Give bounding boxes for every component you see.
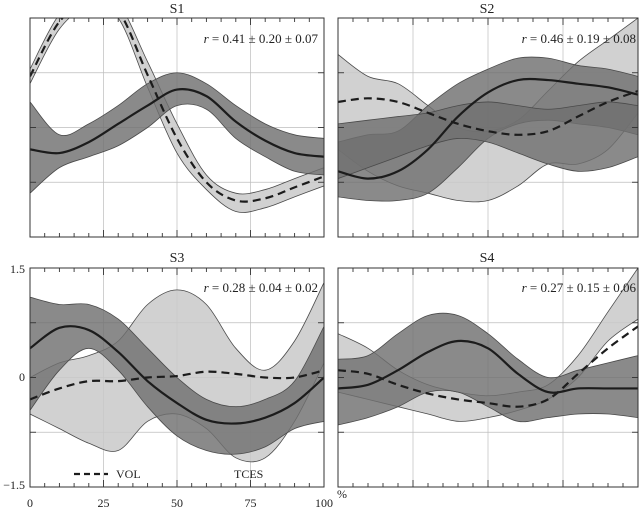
series-vol-s1 — [30, 18, 324, 203]
correlation-symbol-s1: r — [204, 31, 210, 46]
series-tces-s3 — [30, 325, 324, 425]
y-tick-label-bottom: −1.5 — [3, 478, 25, 492]
series-tces-s2 — [338, 77, 638, 180]
ticks-s1 — [29, 17, 325, 238]
correlation-value-s3: = 0.28 ± 0.04 ± 0.02 — [209, 280, 318, 295]
plot-s3 — [30, 282, 324, 463]
x-tick-label-100: 100 — [315, 496, 333, 510]
series-tces-s1 — [30, 88, 324, 158]
ticks-s2 — [337, 17, 639, 238]
series-tces-s4 — [338, 339, 638, 394]
correlation-symbol-s3: r — [204, 280, 210, 295]
y-tick-label-zero: 0 — [19, 370, 25, 384]
plot-s4 — [338, 268, 638, 426]
band-s1-0 — [30, 18, 324, 213]
panel-title-s1: S1 — [170, 2, 185, 17]
panel-s1: S1 r = 0.41 ± 0.20 ± 0.07 — [29, 2, 325, 238]
correlation-label-s4: r = 0.27 ± 0.15 ± 0.06 — [522, 280, 637, 295]
panel-s3: S3 r = 0.28 ± 0.04 ± 0.02 1.5 0 −1.5 0 2… — [3, 251, 347, 510]
x-tick-label-50: 50 — [171, 496, 183, 510]
ticks-s3 — [29, 267, 325, 488]
legend-vol-label: VOL — [116, 467, 141, 481]
correlation-value-s1: = 0.41 ± 0.20 ± 0.07 — [209, 31, 319, 46]
band-s3-1 — [30, 296, 324, 455]
y-tick-label-top: 1.5 — [10, 262, 25, 276]
panel-title-s3: S3 — [170, 251, 185, 266]
correlation-symbol-s4: r — [522, 280, 528, 295]
legend: VOL TCES — [74, 467, 263, 481]
correlation-symbol-s2: r — [522, 31, 528, 46]
plot-s1 — [30, 18, 324, 213]
x-tick-label-75: 75 — [245, 496, 257, 510]
correlation-label-s3: r = 0.28 ± 0.04 ± 0.02 — [204, 280, 318, 295]
panel-title-s4: S4 — [480, 251, 495, 266]
panel-s4: S4 r = 0.27 ± 0.15 ± 0.06 — [337, 251, 639, 488]
x-unit-label: % — [337, 487, 347, 501]
panel-title-s2: S2 — [480, 2, 495, 17]
series-vol-s3 — [30, 369, 324, 401]
correlation-value-s2: = 0.46 ± 0.19 ± 0.08 — [527, 31, 636, 46]
correlation-label-s1: r = 0.41 ± 0.20 ± 0.07 — [204, 31, 319, 46]
panel-s2: S2 r = 0.46 ± 0.19 ± 0.08 — [337, 2, 639, 238]
correlation-label-s2: r = 0.46 ± 0.19 ± 0.08 — [522, 31, 636, 46]
ticks-s4 — [337, 267, 639, 488]
band-s1-1 — [30, 72, 324, 194]
x-tick-label-0: 0 — [27, 496, 33, 510]
series-vol-s4 — [338, 325, 638, 408]
plot-s2 — [338, 18, 638, 203]
band-s4-1 — [338, 312, 638, 426]
x-tick-label-25: 25 — [98, 496, 110, 510]
legend-tces-label: TCES — [234, 467, 263, 481]
correlation-value-s4: = 0.27 ± 0.15 ± 0.06 — [527, 280, 637, 295]
